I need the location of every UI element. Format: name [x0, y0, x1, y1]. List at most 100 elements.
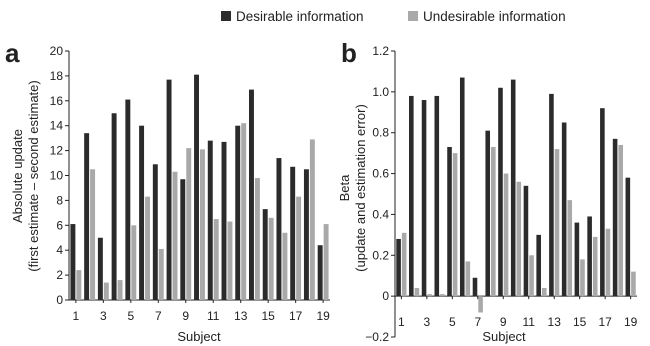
panel-a-bar-desirable [221, 141, 227, 300]
panel-a-bar-desirable [152, 164, 158, 300]
panel-b-x-tick-label: 13 [548, 315, 562, 329]
panel-a-bar-desirable [317, 245, 323, 300]
legend-swatch-desirable [221, 11, 231, 21]
panel-a-x-tick-label: 17 [289, 309, 303, 323]
panel-a-y-tick-label: 10 [50, 169, 64, 183]
panel-b-bar-desirable [625, 177, 631, 297]
panel-b-bar-undesirable [605, 228, 611, 297]
panel-a-bar-undesirable [131, 225, 137, 300]
panel-b-bar-desirable [536, 234, 541, 297]
panel-a-bar-desirable [166, 79, 172, 300]
panel-a-bar-undesirable [296, 196, 302, 300]
panel-a-x-tick-label: 13 [234, 309, 248, 323]
panel-a-x-tick-label: 1 [73, 309, 80, 323]
panel-b-x-tick-label: 1 [398, 315, 405, 329]
panel-a-bar-undesirable [186, 148, 192, 300]
panel-b-y-tick-label: 0.2 [372, 248, 389, 262]
panel-a-bar-desirable [249, 89, 254, 300]
panel-b-x-tick-label: 19 [624, 315, 638, 329]
legend-label-undesirable: Undesirable information [423, 9, 566, 24]
panel-b-x-tick-label: 15 [573, 315, 587, 329]
panel-b-bar-undesirable [427, 294, 432, 297]
panel-a-x-tick-label: 15 [262, 309, 276, 323]
panel-a-x-tick-label: 19 [316, 309, 330, 323]
panel-a-bar-desirable [290, 166, 296, 300]
panel-a-bar-desirable [111, 113, 117, 300]
panel-a-bar-undesirable [117, 280, 123, 300]
panel-b-y-tick-label: 1.2 [372, 44, 389, 58]
panel-b: b Beta (update and estimation error) Sub… [337, 38, 638, 344]
panel-b-y-tick-label: 0 [382, 289, 389, 303]
panel-a-ylabel-line2: (first estimate – second estimate) [26, 80, 41, 271]
panel-a-y-tick-label: 2 [56, 268, 63, 282]
panel-a-bar-undesirable [145, 196, 150, 300]
panel-a-bar-undesirable [309, 139, 315, 300]
panel-a-bar-undesirable [158, 248, 164, 300]
panel-a-bar-desirable [276, 158, 282, 300]
panel-a-y-tick-label: 20 [50, 44, 64, 58]
panel-a-x-tick-label: 5 [127, 309, 134, 323]
panel-b-bar-desirable [523, 185, 529, 297]
panel-a-bar-undesirable [76, 270, 82, 300]
legend-label-desirable: Desirable information [236, 9, 364, 24]
panel-b-x-tick-label: 5 [449, 315, 456, 329]
panel-b-bar-undesirable [491, 147, 496, 297]
panel-a-bar-undesirable [268, 217, 274, 300]
panel-b-bar-undesirable [592, 236, 598, 297]
panel-a-y-tick-label: 18 [50, 69, 64, 83]
panel-b-bar-undesirable [440, 294, 445, 297]
panel-b-bar-desirable [485, 130, 491, 297]
panel-b-bar-undesirable [401, 232, 407, 297]
panel-b-x-tick-label: 17 [598, 315, 612, 329]
panel-b-x-tick-label: 7 [474, 315, 481, 329]
panel-a-y-tick-label: 6 [56, 218, 63, 232]
panel-b-xlabel: Subject [482, 329, 526, 344]
panel-b-bar-undesirable [414, 287, 420, 297]
panel-a-x-tick-label: 7 [155, 309, 162, 323]
panel-b-plot: −0.200.20.40.60.81.01.21 3 5 7 9 11 13 15 17 19 [365, 44, 637, 344]
panel-b-bar-desirable [447, 147, 452, 297]
panel-b-bar-desirable [498, 87, 503, 297]
panel-b-bar-desirable [409, 95, 414, 297]
panel-a-bar-desirable [125, 99, 131, 301]
panel-b-bar-undesirable [554, 149, 560, 297]
panel-b-bar-desirable [549, 93, 554, 297]
panel-b-y-tick-label: −0.2 [365, 330, 389, 344]
panel-a-letter: a [5, 38, 20, 68]
panel-b-ylabel-line1: Beta [337, 174, 352, 202]
panel-a-xlabel: Subject [177, 329, 221, 344]
panel-a-ylabel-line1: Absolute update [10, 129, 25, 223]
panel-a-bar-undesirable [323, 224, 329, 300]
panel-b-bar-desirable [434, 95, 440, 297]
panel-b-bar-desirable [510, 79, 516, 297]
legend-swatch-undesirable [408, 11, 418, 21]
panel-b-bar-undesirable [541, 287, 547, 297]
panel-a-y-tick-label: 0 [56, 293, 63, 307]
panel-b-y-tick-label: 0.6 [372, 167, 389, 181]
panel-a-x-tick-label: 3 [100, 309, 107, 323]
panel-a-bar-undesirable [227, 221, 233, 300]
panel-a-x-tick-label: 11 [207, 309, 220, 323]
panel-a-bar-undesirable [213, 219, 219, 300]
panel-b-bar-desirable [561, 122, 567, 297]
panel-a-bar-desirable [70, 224, 76, 300]
panel-a-bar-undesirable [241, 123, 247, 301]
panel-b-bar-desirable [574, 222, 580, 297]
panel-a-bar-desirable [194, 74, 199, 300]
panel-b-x-tick-label: 11 [523, 315, 536, 329]
panel-b-y-tick-label: 1.0 [372, 85, 389, 99]
panel-a-bar-undesirable [282, 232, 288, 300]
panel-a-bar-desirable [235, 125, 241, 300]
panel-b-bar-undesirable [631, 271, 636, 297]
panel-b-bar-undesirable [452, 153, 458, 297]
panel-b-bar-desirable [587, 216, 592, 297]
panel-b-ylabel-line2: (update and estimation error) [353, 104, 368, 272]
legend: Desirable information Undesirable inform… [221, 9, 566, 24]
panel-a-bar-desirable [180, 179, 186, 300]
panel-a-bar-undesirable [254, 177, 260, 300]
panel-b-bar-desirable [421, 100, 427, 297]
panel-a-bar-undesirable [103, 282, 109, 300]
panel-a-y-tick-label: 16 [50, 94, 64, 108]
